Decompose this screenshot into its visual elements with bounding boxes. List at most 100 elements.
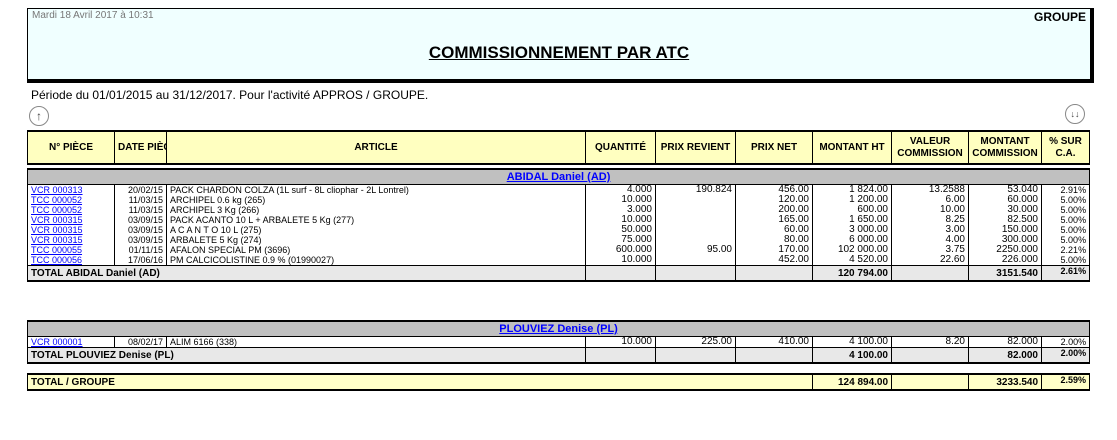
cell: 200.00 [735,205,813,215]
cell [655,215,736,225]
cell: 75.000 [585,235,656,245]
cell: 170.00 [735,245,813,255]
cell: 4 520.00 [812,255,892,266]
double-arrow-down-icon[interactable]: ↓↓ [1065,104,1085,124]
cell: 225.00 [655,336,736,348]
cell: AFALON SPECIAL PM (3696) [166,245,586,255]
total-label: TOTAL ABIDAL Daniel (AD) [27,265,586,282]
cell: 226.000 [968,255,1042,266]
cell: 03/09/15 [114,235,167,245]
period-text: Période du 01/01/2015 au 31/12/2017. Pou… [31,88,429,102]
group-header: PLOUVIEZ Denise (PL) [26,320,1091,337]
table-row: VCR 000313 20/02/15 PACK CHARDON COLZA (1L… [27,184,1091,195]
cell: 5.00% [1040,225,1091,235]
column-header: QUANTITÉ [585,130,656,165]
cell [655,225,736,235]
cell: 102 000.00 [812,245,892,255]
cell: 11/03/15 [114,205,167,215]
cell: 10.000 [585,255,656,266]
total-label: TOTAL PLOUVIEZ Denise (PL) [27,347,586,364]
cell [655,195,736,205]
column-header: MONTANT COMMISSION [968,130,1042,165]
cell: 3.75 [891,245,969,255]
cell: 82.500 [968,215,1042,225]
cell: 53.040 [968,184,1042,195]
column-header: PRIX REVIENT [655,130,736,165]
cell: 60.000 [968,195,1042,205]
cell: 30.000 [968,205,1042,215]
cell: 03/09/15 [114,215,167,225]
table-row: VCR 000315 03/09/15 A C A N T O 10 L (275)… [27,225,1091,235]
group-total-row: TOTAL PLOUVIEZ Denise (PL) 4 100.00 82.000… [27,347,1091,364]
piece-link[interactable]: TCC 000052 [31,195,83,205]
cell: PM CALCICOLISTINE 0.9 % (01990027) [166,255,586,266]
cell: 2.00% [1040,336,1091,348]
table-row: TCC 000056 17/06/16 PM CALCICOLISTINE 0.9 … [27,255,1091,266]
column-header: VALEUR COMMISSION [891,130,969,165]
cell: 01/11/15 [114,245,167,255]
cell: 300.000 [968,235,1042,245]
cell: 2.21% [1040,245,1091,255]
column-header: N° PIÈCE [27,130,115,165]
total-montant-ht: 4 100.00 [812,347,892,364]
cell: PACK CHARDON COLZA (1L surf - 8L cliopha… [166,184,586,195]
group-total-row: TOTAL ABIDAL Daniel (AD) 120 794.00 3151.5… [27,265,1091,282]
cell: 165.00 [735,215,813,225]
table-row: VCR 000315 03/09/15 ARBALETE 5 Kg (274) 75.… [27,235,1091,245]
cell: 190.824 [655,184,736,195]
piece-link[interactable]: TCC 000055 [31,245,83,255]
cell: 10.00 [891,205,969,215]
total-montant-ht: 120 794.00 [812,265,892,282]
cell: 8.20 [891,336,969,348]
atc-link[interactable]: ABIDAL Daniel (AD) [506,171,611,183]
table-row: VCR 000001 08/02/17 ALIM 6166 (338) 10.000 2… [27,336,1091,348]
arrow-up-icon[interactable]: ↑ [29,106,49,126]
table-row: TCC 000055 01/11/15 AFALON SPECIAL PM (369… [27,245,1091,255]
cell: 6 000.00 [812,235,892,245]
cell: 150.000 [968,225,1042,235]
column-header: % SUR C.A. [1041,130,1090,165]
cell: ARBALETE 5 Kg (274) [166,235,586,245]
cell: 1 824.00 [812,184,892,195]
atc-link[interactable]: PLOUVIEZ Denise (PL) [499,323,618,335]
piece-link[interactable]: TCC 000052 [31,205,83,215]
piece-link[interactable]: VCR 000315 [31,225,83,235]
cell [655,235,736,245]
cell: 4.000 [585,184,656,195]
table-row: VCR 000315 03/09/15 PACK ACANTO 10 L + ARB… [27,215,1091,225]
cell: ARCHIPEL 0.6 kg (265) [166,195,586,205]
cell: 3 000.00 [812,225,892,235]
cell: 120.00 [735,195,813,205]
total-montant-commission: 3151.540 [968,265,1042,282]
cell: 10.000 [585,195,656,205]
cell: 10.000 [585,336,656,348]
cell: 600.000 [585,245,656,255]
group-table: PLOUVIEZ Denise (PL) VCR 000001 08/02/17 AL… [26,320,1091,364]
cell: A C A N T O 10 L (275) [166,225,586,235]
piece-link[interactable]: VCR 000315 [31,235,83,245]
cell: 60.00 [735,225,813,235]
column-header: ARTICLE [166,130,586,165]
report-header: Mardi 18 Avril 2017 à 10:31 GROUPE COMMI… [27,8,1094,83]
cell: 80.00 [735,235,813,245]
piece-link[interactable]: TCC 000056 [31,255,83,265]
cell: 22.60 [891,255,969,266]
piece-link[interactable]: VCR 000001 [31,337,83,347]
cell: 1 200.00 [812,195,892,205]
table-row: TCC 000052 11/03/15 ARCHIPEL 3 Kg (266) 3.0… [27,205,1091,215]
column-header: MONTANT HT [812,130,892,165]
cell: 600.00 [812,205,892,215]
cell [655,205,736,215]
cell: 452.00 [735,255,813,266]
cell: 4 100.00 [812,336,892,348]
piece-link[interactable]: VCR 000313 [31,185,83,195]
group-table: ABIDAL Daniel (AD) VCR 000313 20/02/15 PACK… [26,168,1091,282]
cell: 5.00% [1040,235,1091,245]
cell: 08/02/17 [114,336,167,348]
piece-link[interactable]: VCR 000315 [31,215,83,225]
timestamp: Mardi 18 Avril 2017 à 10:31 [32,10,154,21]
cell: 20/02/15 [114,184,167,195]
group-label: GROUPE [1033,10,1086,24]
cell: 50.000 [585,225,656,235]
